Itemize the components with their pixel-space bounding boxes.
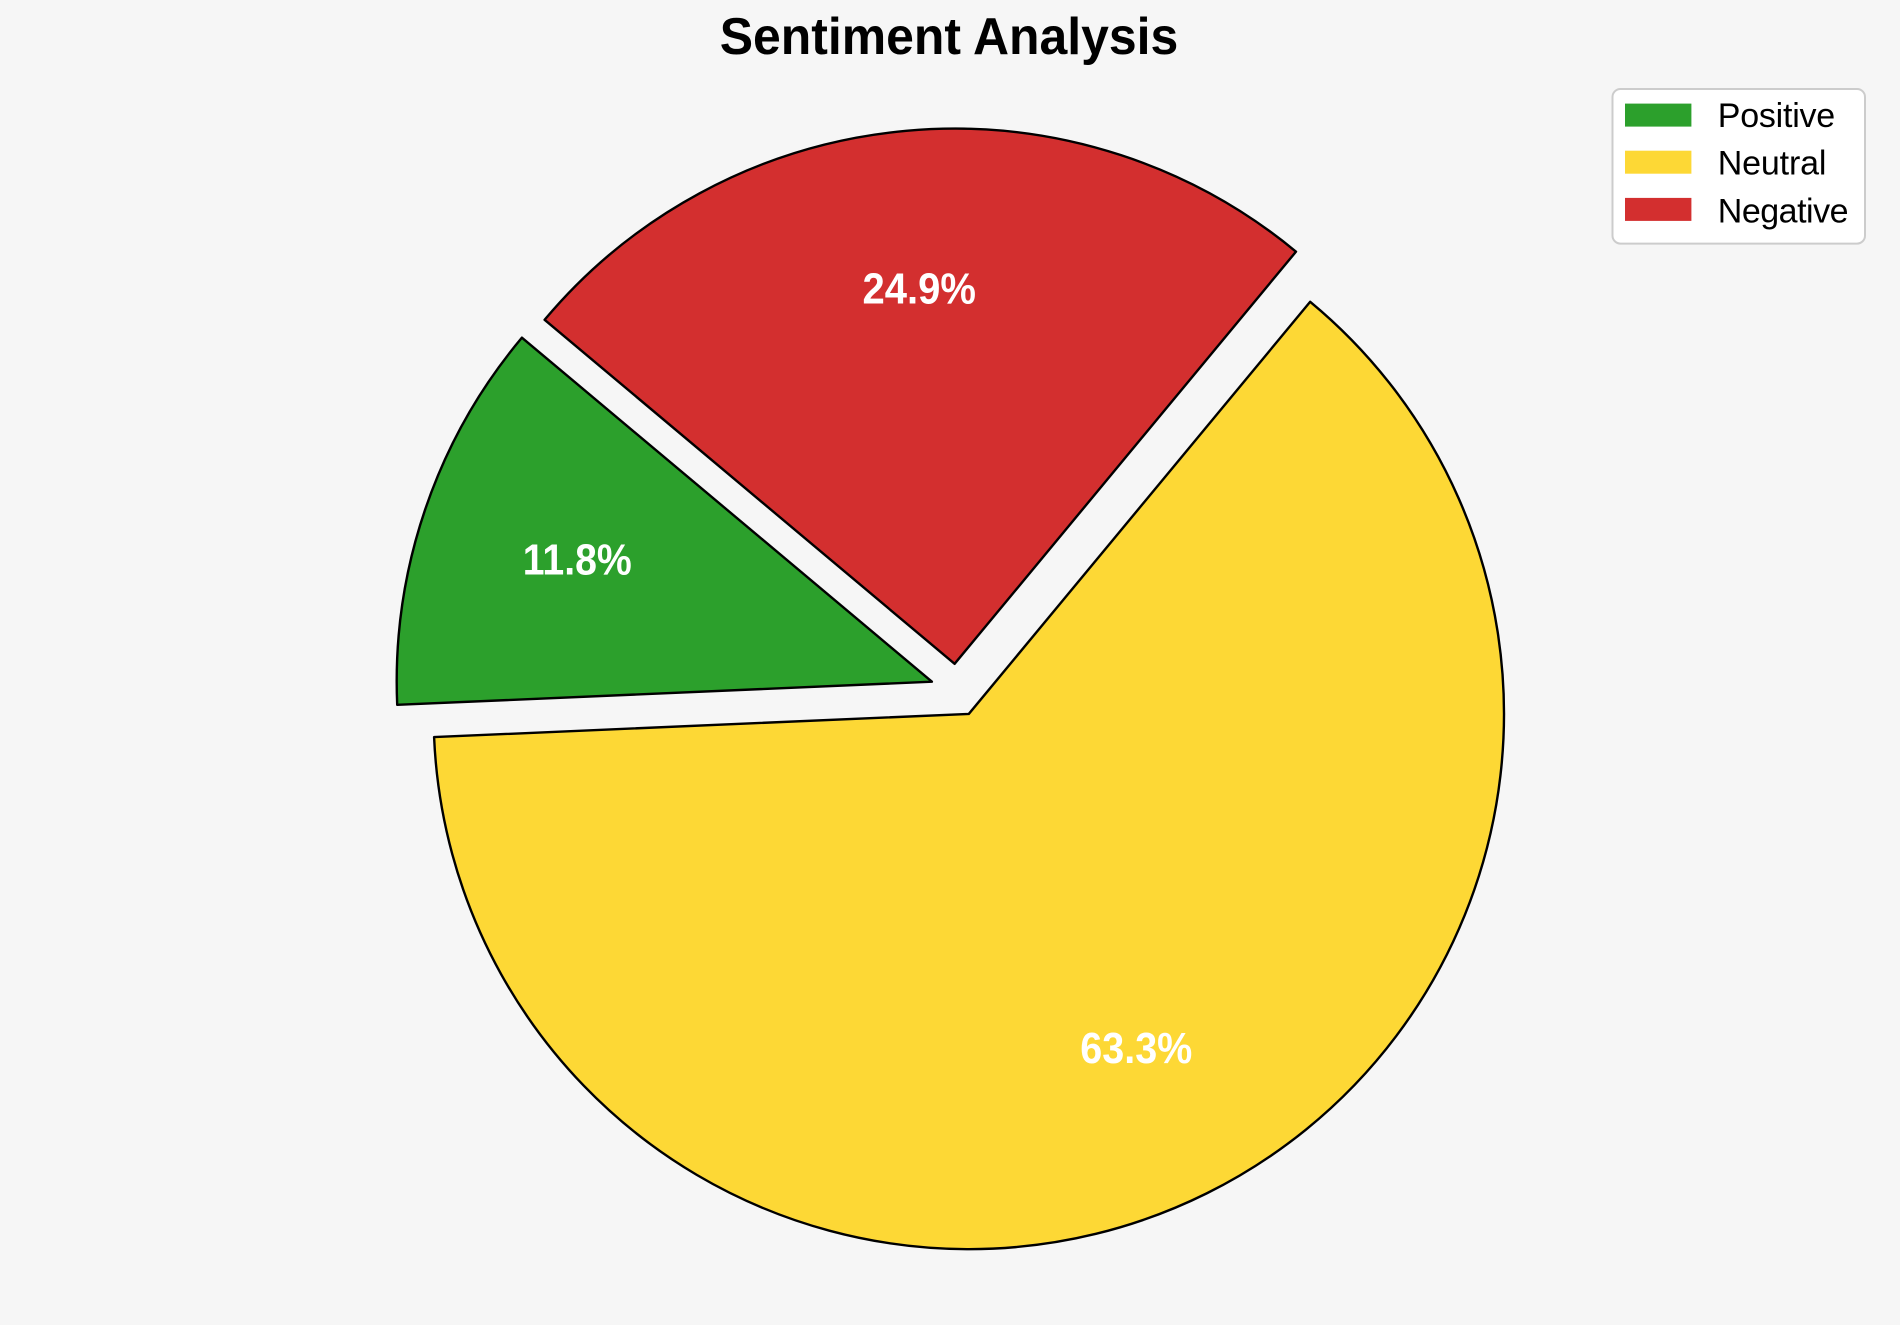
svg-text:Negative: Negative: [1718, 192, 1849, 230]
svg-text:24.9%: 24.9%: [863, 266, 976, 314]
svg-text:11.8%: 11.8%: [523, 537, 632, 585]
svg-text:Neutral: Neutral: [1718, 144, 1827, 182]
svg-text:Sentiment Analysis: Sentiment Analysis: [720, 8, 1179, 66]
svg-text:63.3%: 63.3%: [1080, 1025, 1192, 1073]
svg-text:Positive: Positive: [1718, 97, 1835, 135]
